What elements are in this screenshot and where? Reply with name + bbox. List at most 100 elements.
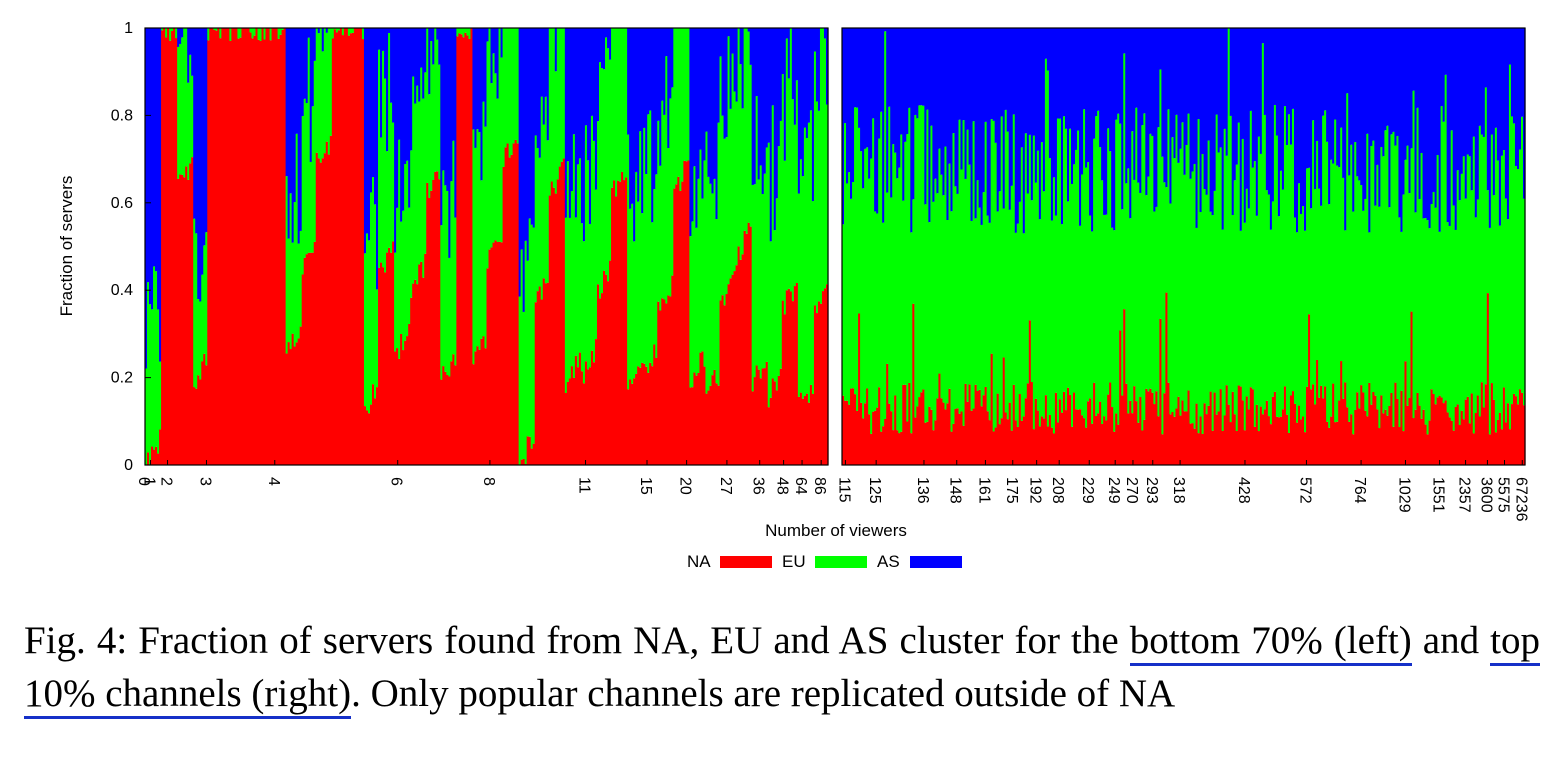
left-bar [542,28,546,465]
bar-as [862,28,865,189]
bar-na [532,443,536,465]
caption-link-right[interactable]: top 10% channels (right) [24,619,1541,719]
bar-na [1396,398,1400,465]
right-bar [1010,28,1014,465]
bar-eu [169,28,172,41]
bar-na [1422,409,1426,465]
left-bar [390,28,393,465]
bar-eu [966,129,970,402]
bar-eu [522,311,526,459]
right-bar [1468,28,1472,465]
bar-na [743,230,747,465]
bar-as [910,28,913,233]
bar-na [890,411,893,465]
bar-na [1066,387,1070,465]
bar-as [1205,28,1209,195]
bar-as [586,28,590,161]
bar-eu [695,227,699,376]
bar-na [325,141,329,465]
bar-na [946,403,950,465]
left-bar [227,28,230,465]
bar-as [1105,28,1108,215]
bar-eu [1159,69,1163,319]
bar-eu [187,82,190,180]
bar-as [928,28,931,223]
left-bar [454,28,457,465]
bar-as [729,28,733,109]
bar-as [313,28,317,61]
bar-na [550,181,554,465]
bar-eu [191,75,194,158]
bar-as [305,28,309,104]
bar-as [1384,28,1387,131]
bar-as [799,28,803,160]
y-tick-label: 0.6 [111,195,133,212]
bar-as [325,28,329,33]
bar-na [1374,395,1377,465]
bar-na [281,29,285,465]
left-bar [327,28,331,465]
bar-eu [468,28,472,39]
bar-eu [596,121,600,285]
bar-eu [1171,137,1175,412]
bar-as [1006,28,1010,132]
bar-as [1141,28,1144,126]
right-bar [1018,28,1022,465]
bar-na [580,371,584,465]
bar-na [1476,395,1480,465]
right-bar [1396,28,1400,465]
right-bar [1494,28,1498,465]
left-bar [787,28,791,465]
bar-eu [426,28,429,183]
right-bar [968,28,972,465]
bar-na [1366,416,1369,465]
bar-as [848,28,851,173]
bar-na [1241,400,1245,465]
left-bar [159,28,162,465]
right-bar [1312,28,1315,465]
left-bar [789,28,793,465]
bar-eu [1360,185,1363,386]
bar-as [1245,28,1249,189]
right-bar [1179,28,1183,465]
bar-na [1512,393,1516,465]
right-bar [1050,28,1054,465]
bar-eu [1322,115,1325,399]
bar-eu [325,32,329,142]
bar-eu [667,148,670,296]
bar-eu [713,178,717,370]
bar-eu [1336,165,1339,422]
right-bar [1310,28,1313,465]
bar-na [1002,357,1006,465]
bar-eu [1034,182,1038,399]
left-bar [687,28,690,465]
left-bar [179,28,182,465]
bar-na [1161,434,1165,465]
bar-na [175,38,178,466]
bar-na [478,349,482,465]
bar-eu [1287,114,1291,433]
bar-eu [926,109,929,422]
right-bar [1042,28,1046,465]
bar-na [378,267,381,465]
bar-as [914,28,917,115]
bar-eu [1408,193,1412,399]
bar-na [870,433,873,465]
caption-link-left[interactable]: bottom 70% (left) [1129,619,1412,666]
left-bar [175,28,178,466]
bar-eu [494,73,498,241]
bar-eu [1177,162,1181,397]
bar-as [938,28,942,149]
bar-eu [574,217,578,356]
bar-na [990,353,994,465]
left-bar [811,28,815,465]
bar-na [279,34,283,465]
right-bar [1139,28,1142,465]
left-bar [530,28,534,465]
bar-as [1350,28,1353,145]
bar-na [1334,422,1337,465]
bar-eu [749,64,753,227]
bar-na [450,361,453,465]
left-bar [211,28,214,465]
bar-as [1125,28,1128,184]
